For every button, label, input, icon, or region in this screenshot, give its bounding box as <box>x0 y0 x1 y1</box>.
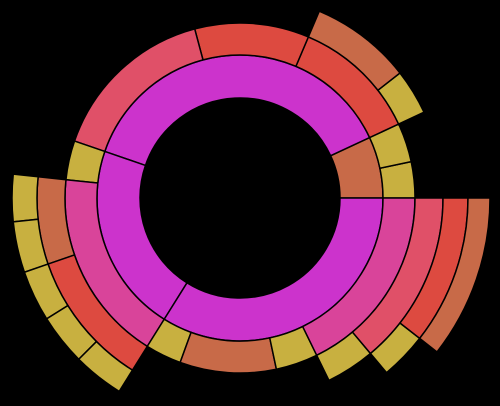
sunburst-segment <box>418 197 491 353</box>
sunburst-segment <box>11 173 39 223</box>
sunburst-segment <box>77 340 134 393</box>
